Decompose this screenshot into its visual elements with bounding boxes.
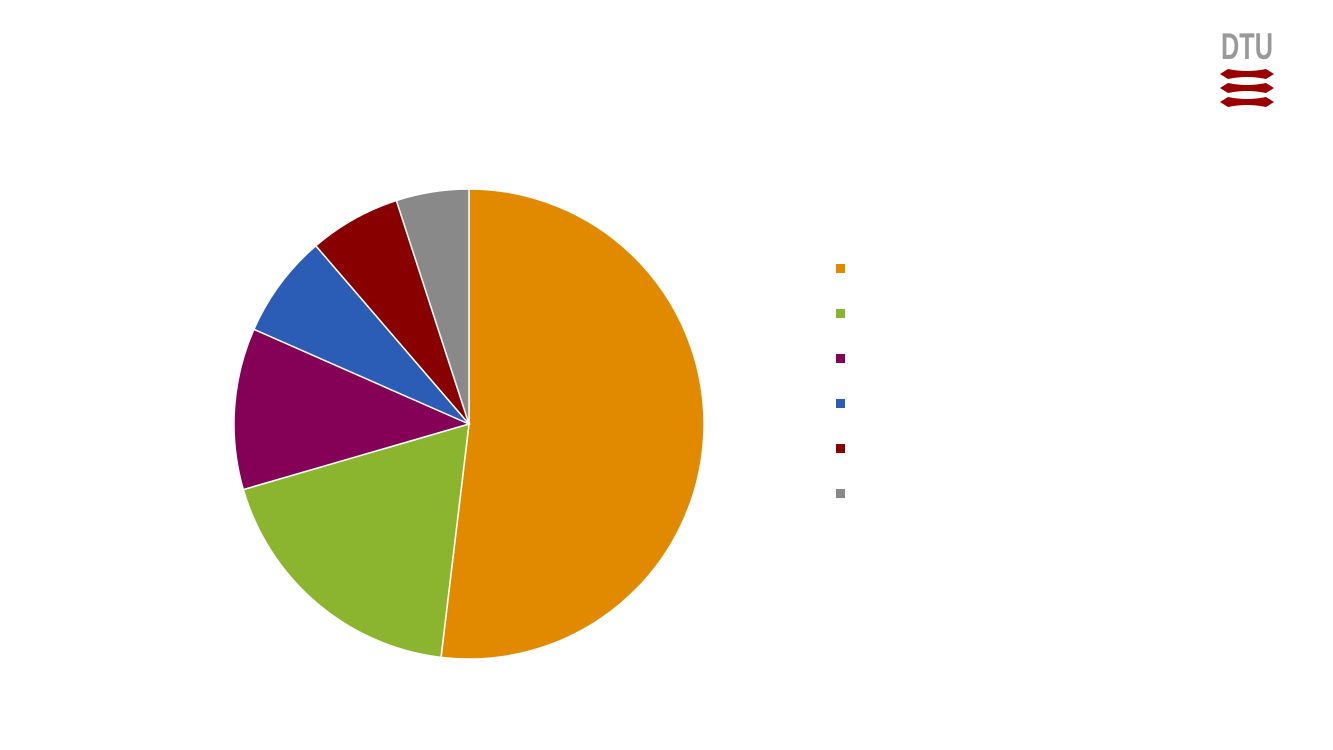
logo-marks — [1220, 69, 1274, 107]
legend — [836, 264, 845, 498]
pie-slice-3 — [233, 328, 472, 491]
pie-slice-2 — [242, 422, 470, 659]
legend-swatch-5 — [836, 444, 845, 453]
pie-slice-6 — [395, 188, 470, 425]
legend-swatch-6 — [836, 489, 845, 498]
pie-slice-1 — [440, 188, 705, 660]
logo-text: DTU — [1221, 26, 1273, 67]
pie-slice-4 — [252, 244, 470, 425]
logo-wave-2 — [1220, 83, 1274, 93]
pie-slices — [233, 188, 705, 660]
logo-wave-1 — [1220, 69, 1274, 79]
legend-swatch-2 — [836, 309, 845, 318]
legend-swatch-3 — [836, 354, 845, 363]
logo-wave-3 — [1220, 97, 1274, 107]
dtu-logo: DTU — [1220, 26, 1274, 107]
legend-swatch-1 — [836, 264, 845, 273]
legend-swatch-4 — [836, 399, 845, 408]
